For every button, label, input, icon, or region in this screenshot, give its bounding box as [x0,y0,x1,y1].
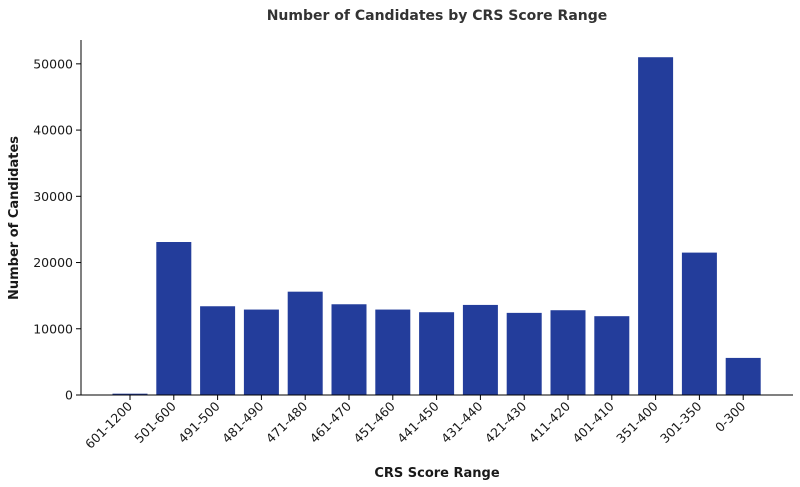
x-tick-label: 301-350 [657,398,705,446]
y-axis-ticks: 0 10000 20000 30000 40000 50000 [33,56,81,403]
bar-441-450 [419,312,455,395]
x-tick-label: 421-430 [482,398,530,446]
y-tick-label: 40000 [33,123,73,138]
x-tick-label: 411-420 [526,398,574,446]
bar-481-490 [243,309,279,395]
bar-601-1200 [112,393,148,395]
bar-411-420 [550,310,586,395]
y-tick-label: 20000 [33,255,73,270]
bar-501-600 [156,242,192,395]
x-axis-ticks: 601-1200501-600491-500481-490471-480461-… [82,395,748,452]
bar-431-440 [462,304,498,395]
y-tick-label: 10000 [33,321,73,336]
bar-461-470 [331,304,367,395]
bars [112,57,761,395]
bar-301-350 [681,252,717,395]
bar-351-400 [638,57,674,395]
bar-471-480 [287,291,323,395]
bar-491-500 [200,306,236,395]
x-tick-label: 461-470 [307,398,355,446]
x-tick-label: 601-1200 [82,398,135,451]
x-tick-label: 481-490 [219,398,267,446]
x-axis-title: CRS Score Range [374,466,500,481]
x-tick-label: 0-300 [712,398,748,434]
y-tick-label: 50000 [33,56,73,71]
chart-title: Number of Candidates by CRS Score Range [267,8,608,24]
bar-421-430 [506,312,542,395]
x-tick-label: 431-440 [438,398,486,446]
bar-401-410 [594,316,630,395]
x-tick-label: 351-400 [613,398,661,446]
bar-0-300 [725,357,761,395]
x-tick-label: 471-480 [263,398,311,446]
y-tick-label: 30000 [33,189,73,204]
x-tick-label: 501-600 [131,398,179,446]
x-tick-label: 401-410 [569,398,617,446]
x-tick-label: 451-460 [350,398,398,446]
x-tick-label: 441-450 [394,398,442,446]
x-tick-label: 491-500 [175,398,223,446]
bar-451-460 [375,309,411,395]
y-axis-title: Number of Candidates [7,136,22,300]
y-tick-label: 0 [65,388,73,403]
